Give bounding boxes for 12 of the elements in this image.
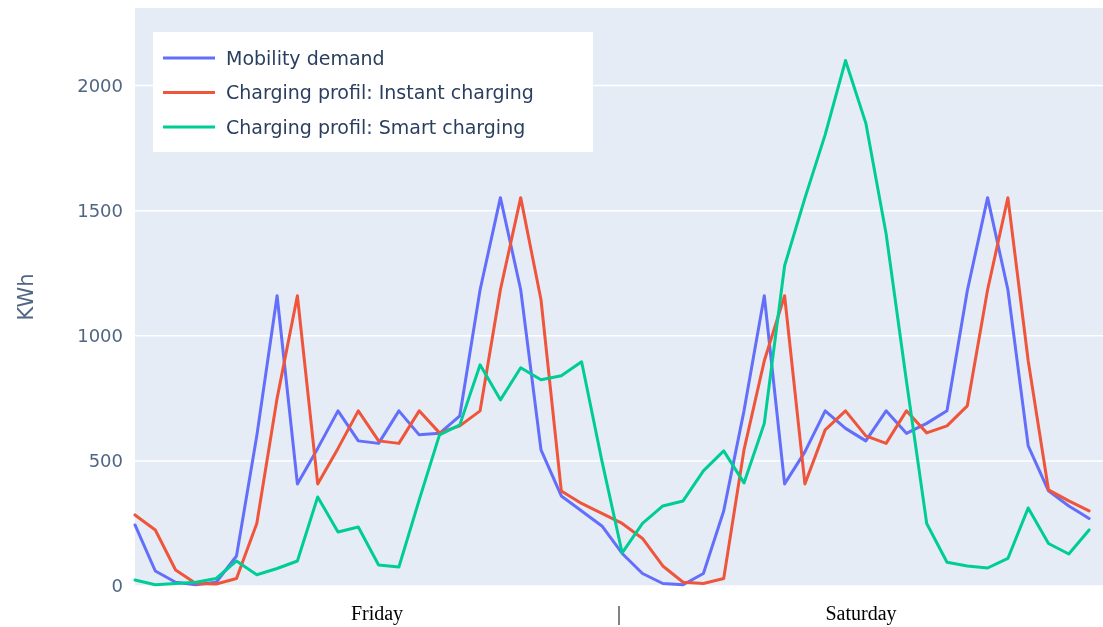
text: Friday [350, 602, 404, 625]
y-tick-label: 1500 [77, 199, 123, 221]
legend-label: Charging profil: Instant charging [226, 81, 534, 104]
legend-label: Charging profil: Smart charging [226, 115, 526, 138]
y-axis-title: KWh [14, 273, 38, 321]
y-tick-label: 500 [88, 450, 123, 472]
y-tick-label: 2000 [77, 74, 123, 96]
text: | [616, 602, 622, 625]
legend-label: Mobility demand [226, 46, 385, 69]
y-tick-label: 1000 [77, 325, 123, 347]
text: Saturday [825, 602, 897, 625]
y-tick-label: 0 [111, 575, 123, 597]
